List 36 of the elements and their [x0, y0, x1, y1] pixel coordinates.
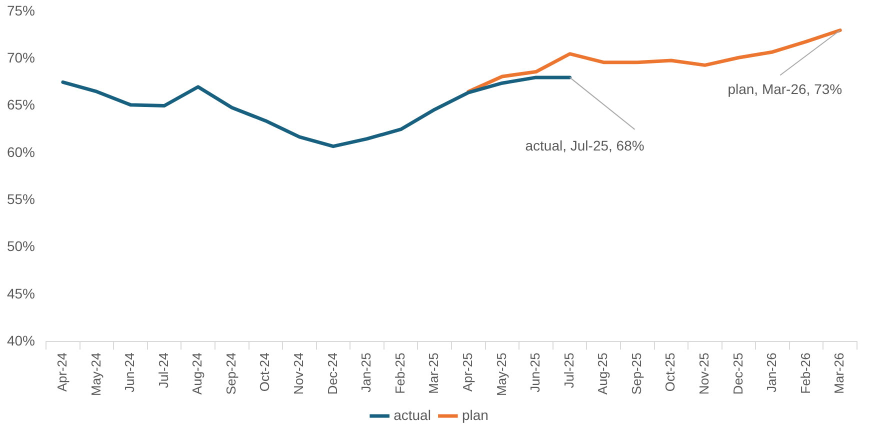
x-tick-label: Aug-24 [190, 352, 205, 395]
x-tick-label: Oct-25 [662, 352, 678, 392]
x-tick-label: Sep-24 [223, 352, 238, 395]
x-tick-label: Feb-26 [798, 352, 813, 394]
x-tick-label: Jun-25 [528, 352, 543, 392]
y-tick-label: 60% [6, 144, 36, 160]
x-tick-label: Aug-25 [595, 352, 610, 395]
legend-label: plan [462, 406, 488, 423]
y-tick-label: 75% [6, 2, 36, 18]
x-tick-label: Apr-24 [54, 352, 70, 392]
y-tick-label: 45% [6, 285, 36, 302]
y-tick-label: 70% [6, 49, 36, 66]
x-tick-label: May-24 [88, 352, 104, 396]
y-tick-label: 40% [6, 332, 36, 349]
x-tick-label: Jul-25 [561, 352, 576, 388]
y-tick-label: 65% [6, 96, 36, 113]
x-tick-label: Jul-24 [156, 352, 171, 388]
x-tick-label: Mar-25 [426, 352, 442, 394]
x-tick-label: Jun-24 [122, 352, 138, 392]
y-tick-label: 55% [6, 190, 36, 207]
legend-label: actual [394, 406, 431, 423]
x-tick-label: Dec-25 [730, 352, 746, 395]
x-tick-label: Oct-24 [257, 352, 272, 392]
annotation: plan, Mar-26, 73% [728, 81, 842, 98]
x-tick-label: May-25 [494, 352, 509, 396]
x-tick-label: Feb-25 [392, 352, 408, 394]
x-tick-label: Jan-25 [358, 352, 374, 392]
y-tick-label: 50% [6, 238, 36, 254]
annotation: actual, Jul-25, 68% [525, 137, 644, 154]
x-tick-label: Nov-25 [696, 352, 712, 395]
x-tick-label: Mar-26 [832, 352, 847, 394]
x-tick-label: Apr-25 [460, 352, 475, 392]
x-tick-label: Jan-26 [764, 352, 780, 392]
x-tick-label: Dec-24 [324, 352, 340, 395]
x-tick-label: Nov-24 [291, 352, 306, 395]
x-tick-label: Sep-25 [628, 352, 644, 395]
